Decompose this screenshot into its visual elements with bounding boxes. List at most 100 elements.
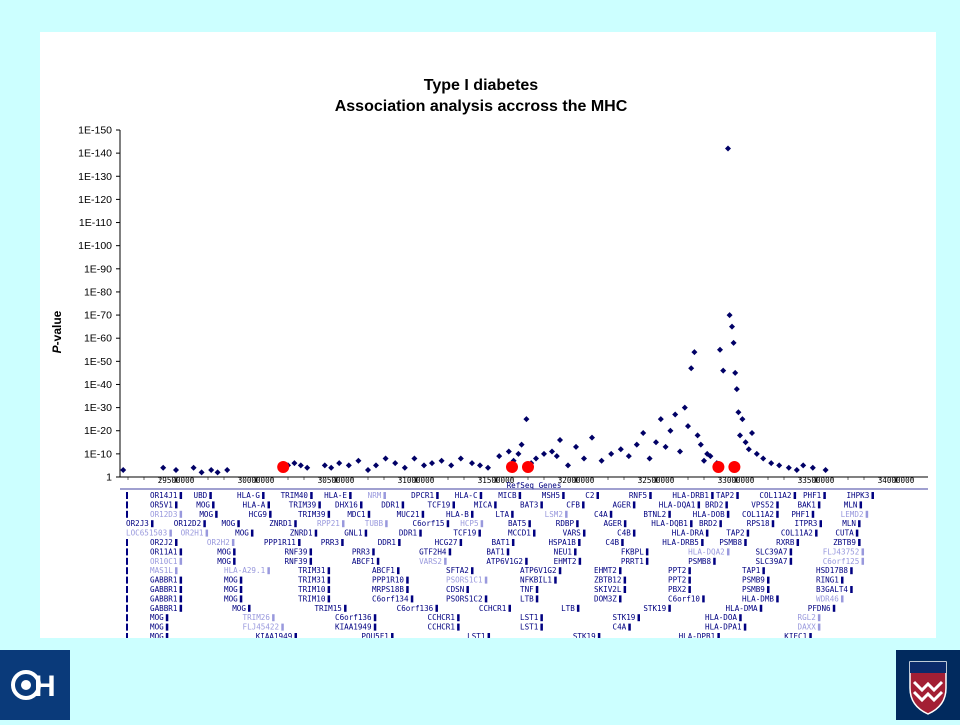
gene-bar [248,604,251,612]
gene-bar [637,614,640,622]
gene-bar [744,539,747,546]
gene-label: VARS2 [419,557,442,566]
gene-label: MLN [844,500,858,509]
gene-bar [233,557,236,565]
gene-bar [576,520,579,528]
data-point [328,464,335,471]
gene-bar [364,529,368,537]
gene-bar [578,539,581,546]
gene-bar [697,501,701,509]
gene-label: PSORS1C1 [446,576,483,585]
gene-bar [262,492,265,499]
y-axis-label-suffix: -value [50,310,64,345]
data-point [485,464,491,471]
data-point [800,462,807,469]
gene-label: ABCF1 [352,557,375,566]
y-tick-label: 1E-130 [78,171,112,183]
data-point [589,434,595,441]
gene-bar [373,614,377,622]
data-point [726,312,733,319]
gene-bar [776,510,779,518]
gene-label: HLA-A [243,500,266,509]
gene-label: C4A [613,623,627,632]
gene-label: SLC39A7 [755,557,787,566]
gene-bar [466,586,469,593]
gene-bar [562,492,565,499]
gene-bar [508,604,511,612]
data-point [646,455,653,462]
gene-bar [705,529,709,537]
gene-label: TCF19 [453,529,476,538]
gene-bar [582,529,586,537]
gene-bar [850,567,853,575]
gene-bar [796,539,800,546]
data-point [809,464,816,471]
data-point [373,462,379,469]
data-point [515,450,522,457]
y-axis-label-p: P [50,344,64,353]
gene-bar [736,492,739,499]
x-tick-label: 33000000 [718,476,755,485]
gene-label: DDR1 [378,538,397,547]
chart: Type I diabetes Association analysis acc… [50,77,928,638]
data-point [198,469,205,476]
gene-bar [212,501,215,509]
data-point [733,386,740,393]
gene-bar [436,492,439,499]
gene-bar [281,623,284,631]
data-point [776,462,783,469]
gene-label: BAT5 [508,519,526,528]
gene-bar [817,614,821,622]
gene-bar [179,510,183,518]
gene-bar [179,595,183,603]
y-axis-label: P-value [50,310,64,353]
gene-label: RING1 [816,576,839,585]
gene-label: NFKBIL1 [520,576,552,585]
gene-track: RefSeq Genes OR14J1 UBD HLA-G TRIM40 HLA-E NR… [120,481,928,638]
data-point [382,455,389,462]
gene-bar [179,586,183,593]
gene-bar [233,548,236,556]
gene-bar [341,539,344,546]
gene-bar [623,586,627,593]
gene-bar [743,623,747,631]
data-point [697,441,704,448]
gene-label: PPT2 [668,566,686,575]
gene-bar [175,501,178,509]
data-point [549,448,555,455]
gene-label: GABBR1 [150,594,178,603]
gene-label: RDBP [556,519,575,528]
gene-label: FLJ43752 [823,547,860,556]
gene-bar [452,501,455,509]
gene-bar [871,492,874,499]
gene-bar [776,595,779,603]
gene-bar [767,576,770,584]
gene-label: COL11A2 [759,491,791,500]
gene-bar [688,586,691,593]
gene-bar [855,529,859,537]
gene-label: CCHCR1 [428,613,456,622]
gene-label: DDR1 [399,529,418,538]
gene-label: KIAA1949 [256,632,293,638]
gene-bar [179,576,183,584]
gene-label: ABCF1 [372,566,395,575]
gene-label: MOG [150,632,164,638]
gene-label: C6orf136 [397,604,434,613]
gene-label: CCHCR1 [479,604,507,613]
gene-bar [632,501,636,509]
gene-bar [711,492,714,499]
y-tick-label: 1E-40 [84,379,112,391]
gene-bar [719,520,722,528]
gene-bar [645,548,649,556]
gene-label: PSMB8 [688,557,711,566]
y-tick-label: 1E-50 [84,356,112,368]
gene-bar [668,510,671,518]
gene-bar [179,548,183,556]
gene-bar [850,586,853,593]
gene-label: GABBR1 [150,576,178,585]
gene-label: PPP1R10 [372,576,404,585]
penn-shield-icon [909,661,947,715]
data-point [557,436,563,443]
gene-bar [250,529,254,537]
gene-label: RPS18 [747,519,770,528]
